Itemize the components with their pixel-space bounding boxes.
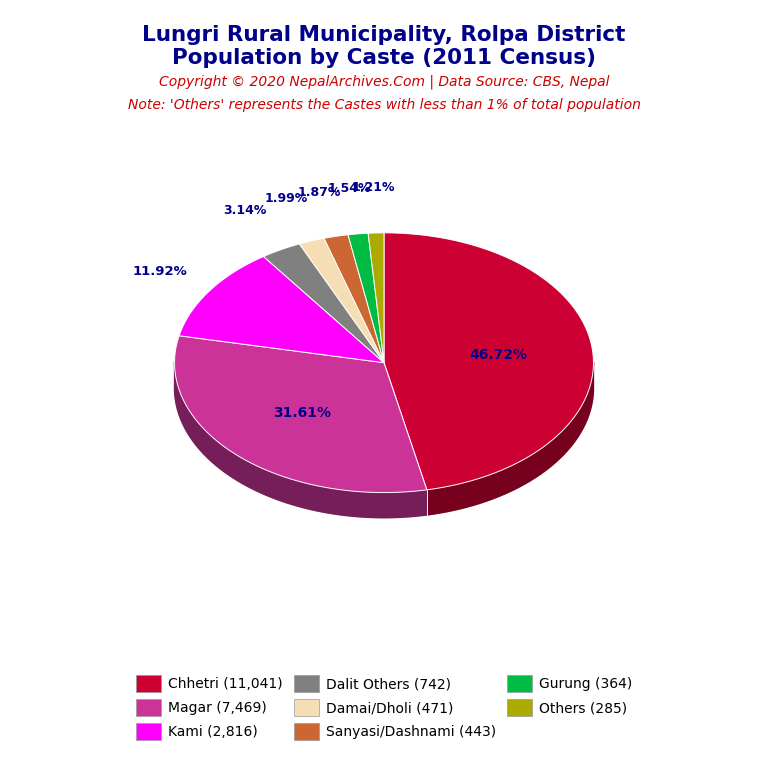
Text: 1.21%: 1.21%	[352, 181, 395, 194]
Text: Copyright © 2020 NepalArchives.Com | Data Source: CBS, Nepal: Copyright © 2020 NepalArchives.Com | Dat…	[159, 74, 609, 89]
Text: Note: 'Others' represents the Castes with less than 1% of total population: Note: 'Others' represents the Castes wit…	[127, 98, 641, 112]
Legend: Chhetri (11,041), Magar (7,469), Kami (2,816), Dalit Others (742), Damai/Dholi (: Chhetri (11,041), Magar (7,469), Kami (2…	[136, 675, 632, 740]
Polygon shape	[174, 362, 427, 518]
Text: 1.87%: 1.87%	[297, 186, 341, 199]
Text: 46.72%: 46.72%	[469, 349, 528, 362]
Polygon shape	[324, 235, 384, 362]
Text: Lungri Rural Municipality, Rolpa District: Lungri Rural Municipality, Rolpa Distric…	[142, 25, 626, 45]
Text: 3.14%: 3.14%	[223, 204, 266, 217]
Text: 31.61%: 31.61%	[273, 406, 332, 420]
Polygon shape	[368, 233, 384, 362]
Polygon shape	[300, 238, 384, 362]
Polygon shape	[179, 257, 384, 362]
Text: Population by Caste (2011 Census): Population by Caste (2011 Census)	[172, 48, 596, 68]
Polygon shape	[427, 362, 594, 515]
Polygon shape	[348, 233, 384, 362]
Polygon shape	[174, 336, 427, 492]
Polygon shape	[174, 258, 594, 518]
Polygon shape	[263, 244, 384, 362]
Text: 11.92%: 11.92%	[133, 265, 187, 277]
Text: 1.54%: 1.54%	[327, 182, 371, 195]
Polygon shape	[384, 233, 594, 490]
Text: 1.99%: 1.99%	[265, 192, 308, 205]
